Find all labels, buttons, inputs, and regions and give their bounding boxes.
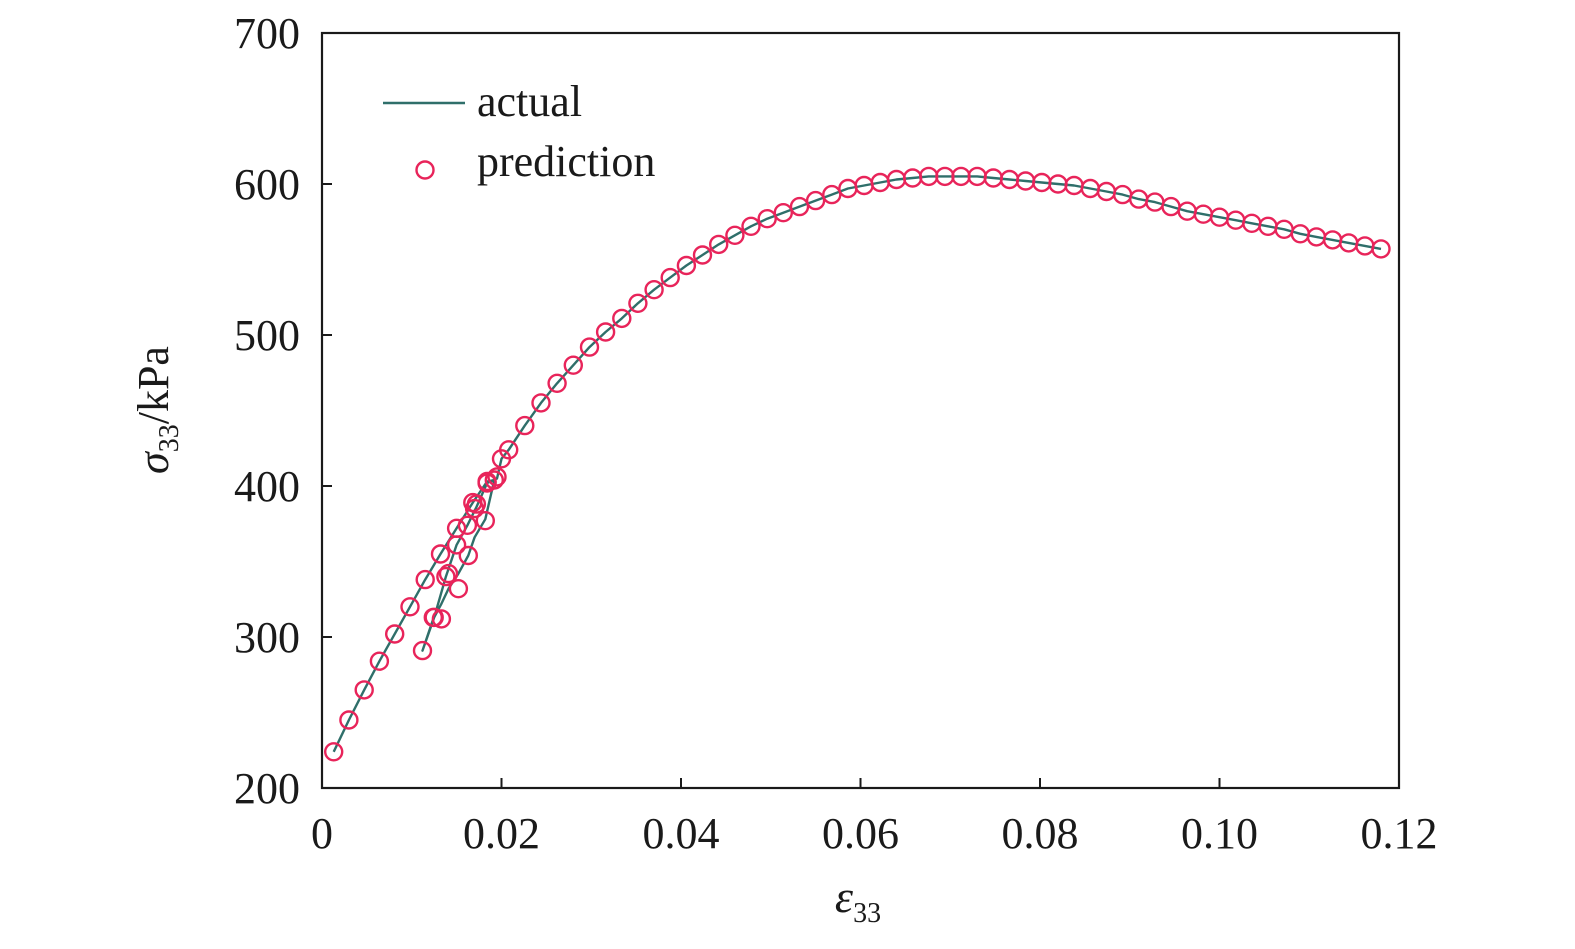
x-tick-label: 0.02 <box>463 809 540 858</box>
y-axis-symbol: σ <box>129 450 178 474</box>
prediction-point <box>822 184 842 205</box>
prediction-point <box>612 308 632 329</box>
prediction-point <box>515 415 535 436</box>
prediction-point <box>436 566 456 587</box>
series-actual-line <box>332 175 1382 753</box>
prediction-point <box>458 545 478 566</box>
prediction-point <box>446 535 467 555</box>
prediction-point <box>595 322 616 342</box>
prediction-point <box>692 245 713 265</box>
prediction-point <box>531 393 551 413</box>
prediction-point <box>741 216 761 237</box>
prediction-point <box>424 607 444 628</box>
x-axis-subscript: 33 <box>853 898 881 929</box>
y-tick-label: 400 <box>234 462 300 511</box>
prediction-point <box>430 544 451 564</box>
x-tick-label: 0.06 <box>822 809 899 858</box>
prediction-point <box>438 563 459 584</box>
prediction-point <box>1371 239 1391 259</box>
svg-text:σ33/kPa: σ33/kPa <box>129 346 185 474</box>
prediction-point <box>547 373 567 393</box>
prediction-point <box>457 515 478 535</box>
y-axis-label: σ33/kPa <box>129 346 185 474</box>
prediction-point <box>676 255 697 276</box>
x-axis-symbol: ε <box>835 871 854 922</box>
prediction-point <box>339 710 359 730</box>
prediction-point <box>354 680 374 700</box>
prediction-point <box>369 651 390 671</box>
legend-actual-label: actual <box>477 77 582 126</box>
legend-prediction-label: prediction <box>477 137 655 186</box>
prediction-point <box>431 609 452 629</box>
prediction-point <box>660 267 680 288</box>
prediction-point <box>644 280 664 300</box>
prediction-point <box>400 597 420 617</box>
prediction-point <box>477 473 497 493</box>
prediction-point <box>709 234 729 255</box>
prediction-point <box>805 190 826 211</box>
prediction-point <box>487 467 507 487</box>
prediction-point <box>412 640 433 661</box>
y-tick-label: 200 <box>234 764 300 813</box>
y-tick-label: 500 <box>234 311 300 360</box>
svg-text:ε33: ε33 <box>835 871 881 929</box>
y-axis-subscript: 33 <box>154 424 185 452</box>
prediction-point <box>499 440 519 460</box>
x-tick-label: 0.08 <box>1002 809 1079 858</box>
y-axis-ticks: 200 300 400 500 600 700 <box>234 9 332 813</box>
y-tick-label: 300 <box>234 613 300 662</box>
y-axis-unit: /kPa <box>129 346 178 424</box>
prediction-point <box>415 569 435 590</box>
prediction-point <box>773 202 793 223</box>
prediction-point <box>466 494 487 514</box>
x-tick-label: 0.04 <box>643 809 720 858</box>
prediction-point <box>579 337 600 357</box>
legend: actual prediction <box>383 77 655 186</box>
prediction-point <box>628 293 648 313</box>
prediction-point <box>448 579 469 599</box>
y-tick-label: 700 <box>234 9 300 58</box>
series-layer <box>324 166 1391 762</box>
prediction-point <box>475 511 495 531</box>
prediction-point <box>563 355 583 375</box>
x-tick-label: 0.12 <box>1361 809 1438 858</box>
prediction-point <box>385 624 405 644</box>
x-axis-label: ε33 <box>835 871 881 929</box>
x-axis-ticks: 0 0.02 0.04 0.06 0.08 0.10 0.12 <box>311 778 1438 858</box>
legend-prediction-marker <box>415 160 435 180</box>
x-tick-label: 0 <box>311 809 333 858</box>
y-tick-label: 600 <box>234 160 300 209</box>
x-tick-label: 0.10 <box>1181 809 1258 858</box>
prediction-point <box>725 225 745 246</box>
prediction-point <box>324 742 344 762</box>
